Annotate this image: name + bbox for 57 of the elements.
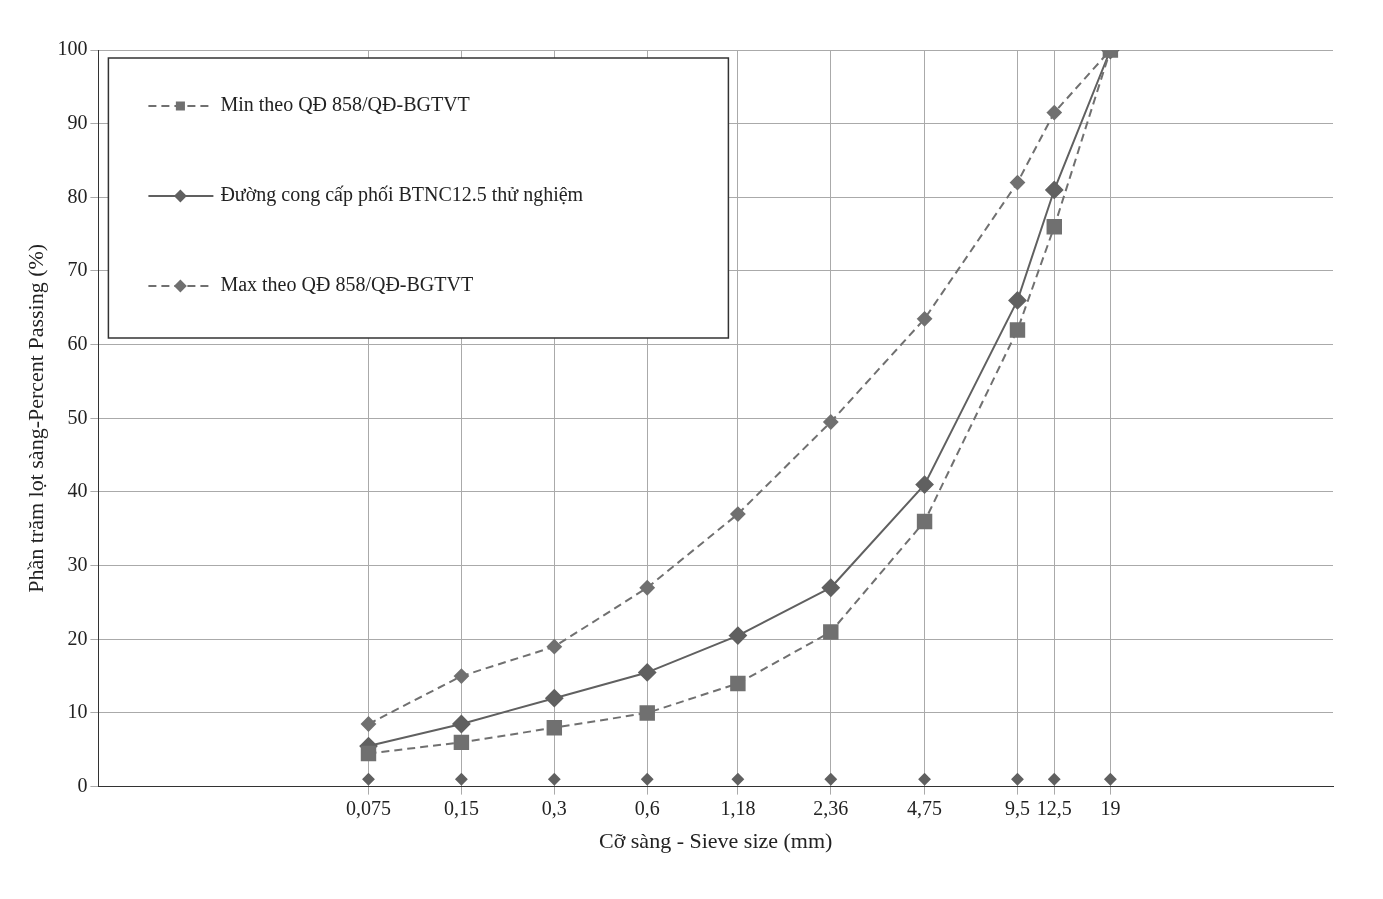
point bbox=[641, 773, 654, 786]
point bbox=[728, 626, 747, 645]
x-tick-label: 12,5 bbox=[1036, 796, 1072, 819]
legend-label: Đường cong cấp phối BTNC12.5 thử nghiệm bbox=[220, 183, 584, 207]
point bbox=[1008, 291, 1027, 310]
point bbox=[821, 578, 840, 597]
legend-label: Min theo QĐ 858/QĐ-BGTVT bbox=[220, 93, 470, 116]
point bbox=[824, 773, 837, 786]
point bbox=[638, 663, 657, 682]
x-tick-label: 0,6 bbox=[634, 796, 660, 819]
point bbox=[917, 311, 933, 327]
point bbox=[453, 734, 470, 751]
x-tick-label: 0,075 bbox=[345, 796, 391, 819]
x-tick-label: 9,5 bbox=[1004, 796, 1030, 819]
x-tick-label: 4,75 bbox=[907, 796, 943, 819]
point bbox=[453, 668, 469, 684]
point bbox=[731, 773, 744, 786]
y-tick-label: 70 bbox=[67, 258, 88, 281]
point bbox=[1011, 773, 1024, 786]
point bbox=[918, 773, 931, 786]
x-tick-label: 1,18 bbox=[720, 796, 756, 819]
y-tick-label: 60 bbox=[67, 331, 88, 354]
point bbox=[823, 624, 839, 640]
y-tick-label: 10 bbox=[67, 700, 88, 723]
point bbox=[362, 773, 375, 786]
point bbox=[1009, 322, 1026, 338]
x-tick-label: 2,36 bbox=[813, 796, 849, 819]
y-tick-label: 80 bbox=[67, 184, 88, 207]
point bbox=[548, 773, 561, 786]
point bbox=[1009, 175, 1025, 191]
point bbox=[546, 719, 563, 736]
x-tick-label: 19 bbox=[1100, 796, 1121, 819]
y-tick-label: 100 bbox=[57, 37, 88, 60]
y-tick-label: 20 bbox=[67, 626, 88, 649]
legend-label: Max theo QĐ 858/QĐ-BGTVT bbox=[220, 273, 474, 296]
point bbox=[455, 773, 468, 786]
point bbox=[546, 639, 562, 655]
point bbox=[915, 475, 934, 494]
point bbox=[730, 506, 746, 522]
y-tick-label: 90 bbox=[67, 110, 88, 133]
point bbox=[545, 689, 564, 708]
x-tick-label: 0,3 bbox=[541, 796, 567, 819]
y-tick-label: 50 bbox=[67, 405, 88, 428]
point bbox=[452, 714, 471, 733]
point bbox=[639, 580, 655, 596]
point bbox=[639, 705, 655, 721]
point bbox=[360, 745, 377, 762]
point bbox=[730, 675, 746, 692]
x-tick-label: 0,15 bbox=[443, 796, 479, 819]
point bbox=[823, 414, 839, 430]
y-tick-label: 0 bbox=[77, 773, 88, 796]
y-tick-label: 30 bbox=[67, 552, 88, 575]
y-tick-label: 40 bbox=[67, 479, 88, 502]
point bbox=[916, 513, 933, 530]
point bbox=[360, 716, 376, 732]
x-axis-title: Cỡ sàng - Sieve size (mm) bbox=[598, 827, 833, 853]
y-axis-title: Phần trăm lọt sàng-Percent Passing (%) bbox=[22, 243, 48, 593]
